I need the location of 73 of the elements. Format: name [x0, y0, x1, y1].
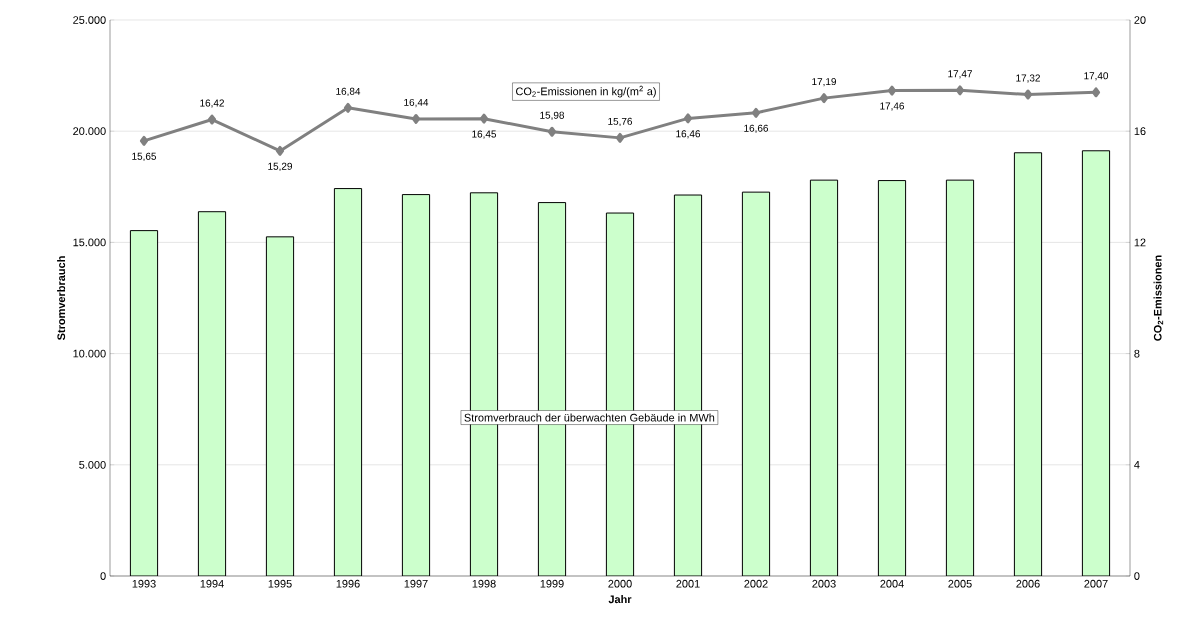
point: [207, 114, 217, 125]
x-axis-title: Jahr: [608, 595, 632, 604]
x-tick-label: 1993: [132, 579, 156, 588]
x-tick-label: 1999: [540, 579, 564, 588]
data-label: 17,47: [948, 70, 972, 79]
point: [955, 85, 965, 96]
point: [547, 126, 557, 137]
y-tick-label: 20.000: [73, 127, 106, 136]
data-label: 16,44: [404, 98, 429, 108]
x-tick-label: 2001: [676, 579, 700, 588]
y2-tick-label: 0: [1134, 572, 1140, 580]
series-label: Stromverbrauch der überwachten Gebäude in MWh: [464, 413, 715, 422]
data-label: 17,40: [1084, 72, 1109, 81]
data-label: 17,19: [812, 78, 836, 87]
point: [615, 132, 625, 143]
y-tick-label: 5.000: [79, 460, 106, 469]
y2-tick-label: 16: [1134, 127, 1146, 136]
bar: [877, 180, 907, 576]
data-label: 16,84: [336, 87, 361, 97]
point: [887, 85, 897, 96]
bar: [333, 188, 363, 576]
point: [275, 145, 285, 156]
y2-tick-label: 20: [1134, 16, 1146, 24]
y-tick-label: 0: [100, 572, 106, 580]
x-tick-label: 1998: [472, 579, 496, 588]
data-label: 16,46: [676, 130, 701, 139]
data-label: 15,65: [132, 152, 157, 161]
bar: [809, 179, 839, 576]
y-tick-label: 15.000: [73, 238, 106, 247]
bar: [197, 211, 227, 576]
x-tick-label: 1994: [200, 579, 224, 588]
data-label: 15,76: [608, 117, 633, 127]
x-tick-label: 2005: [948, 579, 972, 588]
x-tick-label: 2000: [608, 579, 632, 588]
point: [819, 93, 829, 104]
bar: [1013, 152, 1043, 576]
data-label: 17,32: [1016, 74, 1040, 83]
y2-tick-label: 8: [1134, 349, 1140, 358]
bar: [1081, 150, 1111, 576]
x-tick-label: 1995: [268, 579, 292, 588]
point: [343, 102, 353, 113]
x-tick-label: 2006: [1016, 579, 1040, 588]
point: [1023, 89, 1033, 100]
bar: [401, 194, 431, 576]
bar: [129, 230, 159, 576]
y-tick-label: 10.000: [73, 349, 106, 358]
point: [411, 113, 421, 124]
bar: [265, 236, 295, 576]
bar: [945, 179, 975, 576]
y-axis-title: Stromverbrauch: [57, 256, 66, 341]
x-tick-label: 2007: [1084, 579, 1108, 588]
data-label: 15,29: [268, 162, 292, 171]
x-tick-label: 2003: [812, 579, 836, 588]
x-tick-label: 2002: [744, 579, 768, 588]
point: [683, 113, 693, 124]
point: [1091, 87, 1101, 98]
y2-axis-title: CO$_{2}$-Emissionen: [1153, 255, 1164, 341]
point: [751, 107, 761, 118]
y2-tick-label: 12: [1134, 238, 1146, 247]
y-tick-label: 25.000: [73, 16, 106, 24]
data-label: 15,98: [540, 111, 565, 120]
point: [479, 113, 489, 124]
data-label: 16,42: [200, 99, 224, 108]
y2-tick-label: 4: [1134, 461, 1140, 469]
data-label: 16,45: [472, 130, 497, 139]
x-tick-label: 2004: [880, 579, 904, 588]
data-label: 16,66: [744, 124, 769, 133]
x-tick-label: 1996: [336, 579, 360, 588]
data-label: 17,46: [880, 102, 905, 111]
point: [139, 135, 149, 146]
x-tick-label: 1997: [404, 579, 428, 588]
text: CO$_{2}$-Emissionen in kg/(m$^{2}$ a): [516, 85, 656, 98]
bar: [741, 191, 771, 576]
